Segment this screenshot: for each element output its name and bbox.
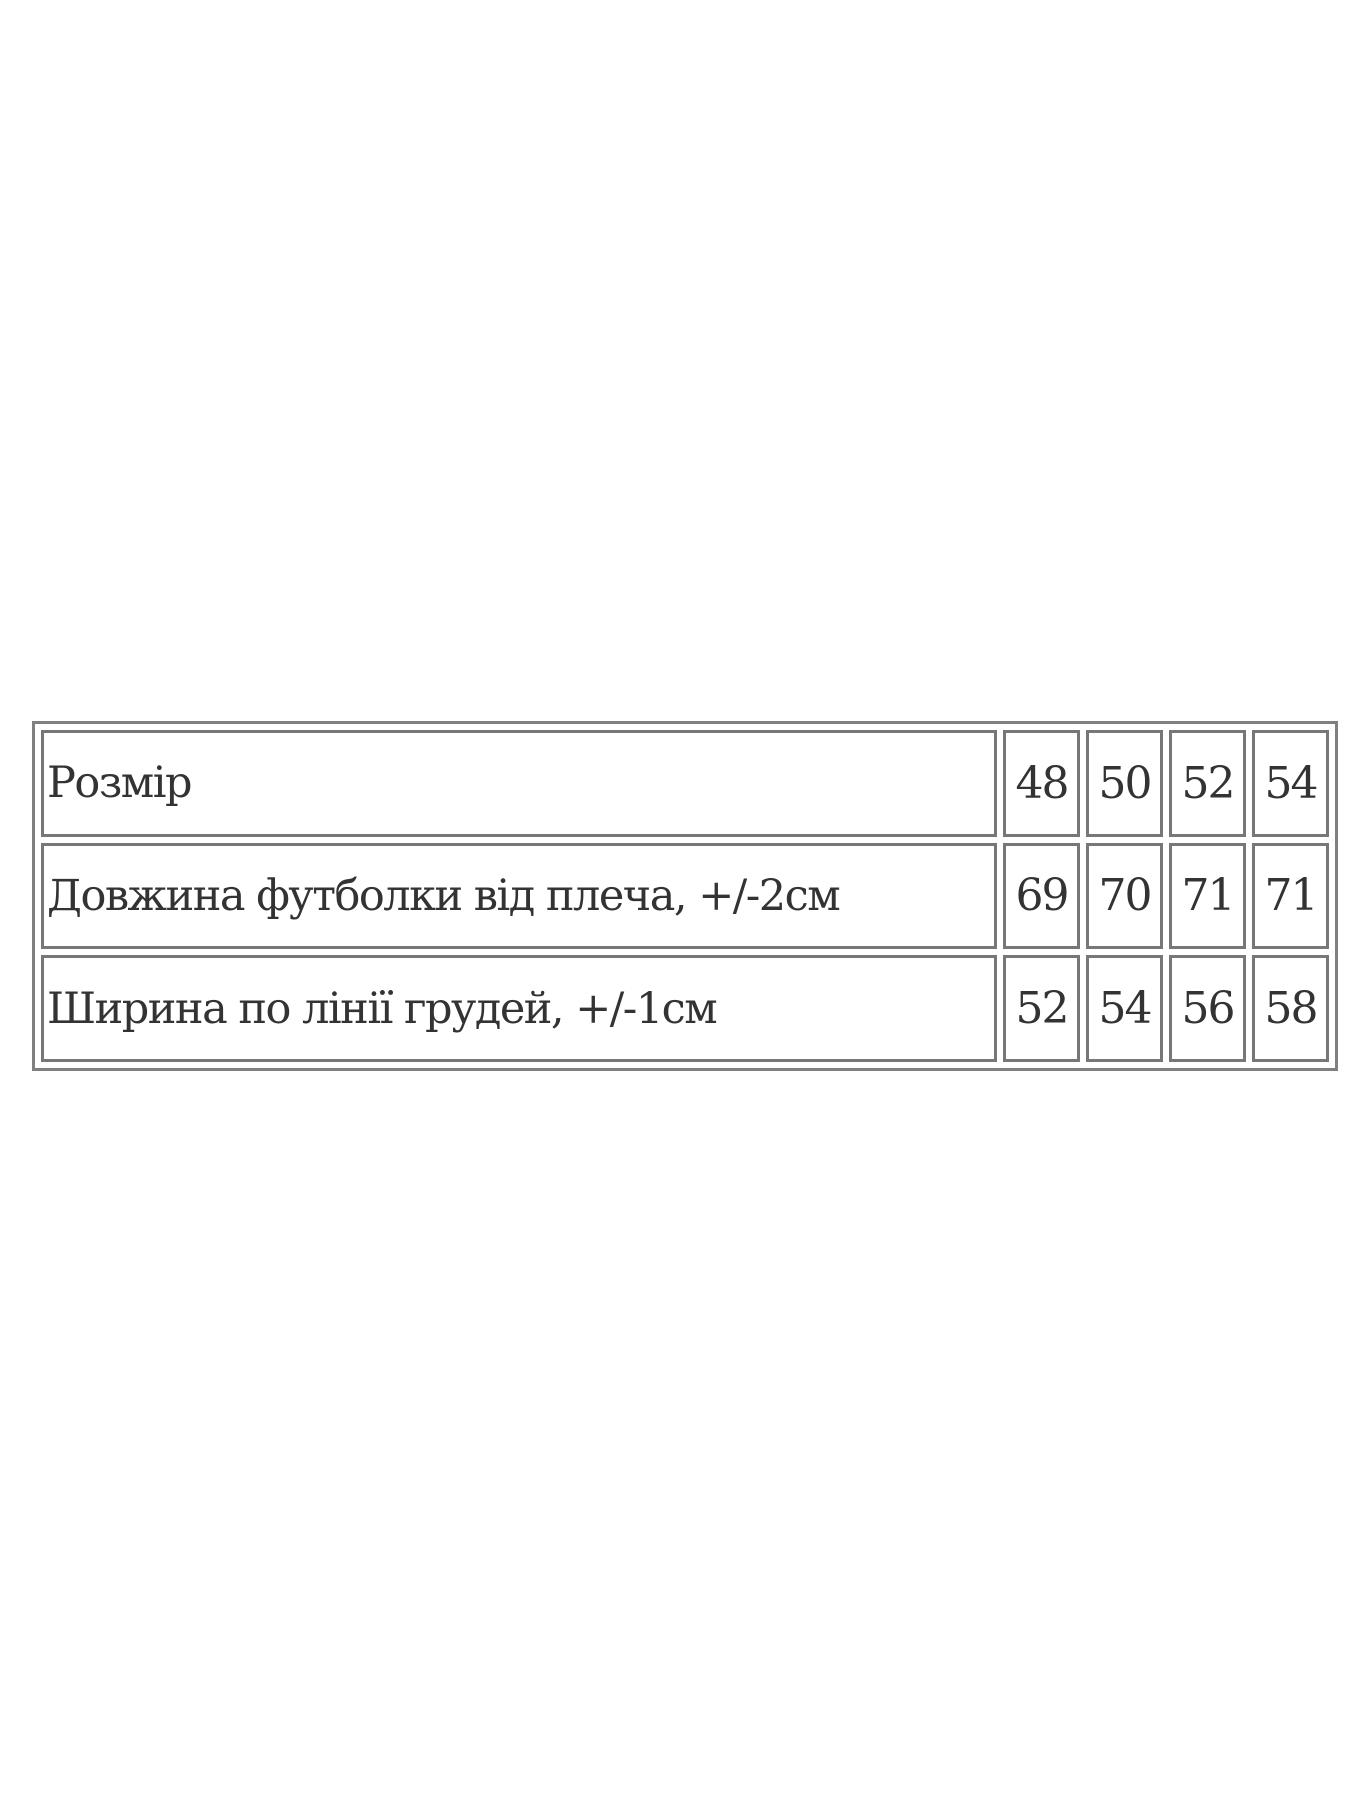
cell: 48 [1003, 730, 1080, 837]
cell: 58 [1252, 955, 1329, 1062]
table-row-size: Розмір 48 50 52 54 [41, 730, 1329, 837]
cell: 52 [1003, 955, 1080, 1062]
cell: 54 [1252, 730, 1329, 837]
table-row-chest-width: Ширина по лінії грудей, +/-1см 52 54 56 … [41, 955, 1329, 1062]
table-row-length: Довжина футболки від плеча, +/-2см 69 70… [41, 842, 1329, 950]
row-label: Розмір [41, 730, 997, 837]
row-label: Ширина по лінії грудей, +/-1см [41, 955, 997, 1062]
cell: 54 [1086, 955, 1163, 1062]
cell: 50 [1086, 730, 1163, 837]
cell: 52 [1169, 730, 1246, 837]
cell: 70 [1086, 842, 1163, 950]
cell: 56 [1169, 955, 1246, 1062]
size-table: Розмір 48 50 52 54 Довжина футболки від … [32, 721, 1338, 1071]
row-label: Довжина футболки від плеча, +/-2см [41, 842, 997, 950]
cell: 71 [1169, 842, 1246, 950]
cell: 71 [1252, 842, 1329, 950]
cell: 69 [1003, 842, 1080, 950]
